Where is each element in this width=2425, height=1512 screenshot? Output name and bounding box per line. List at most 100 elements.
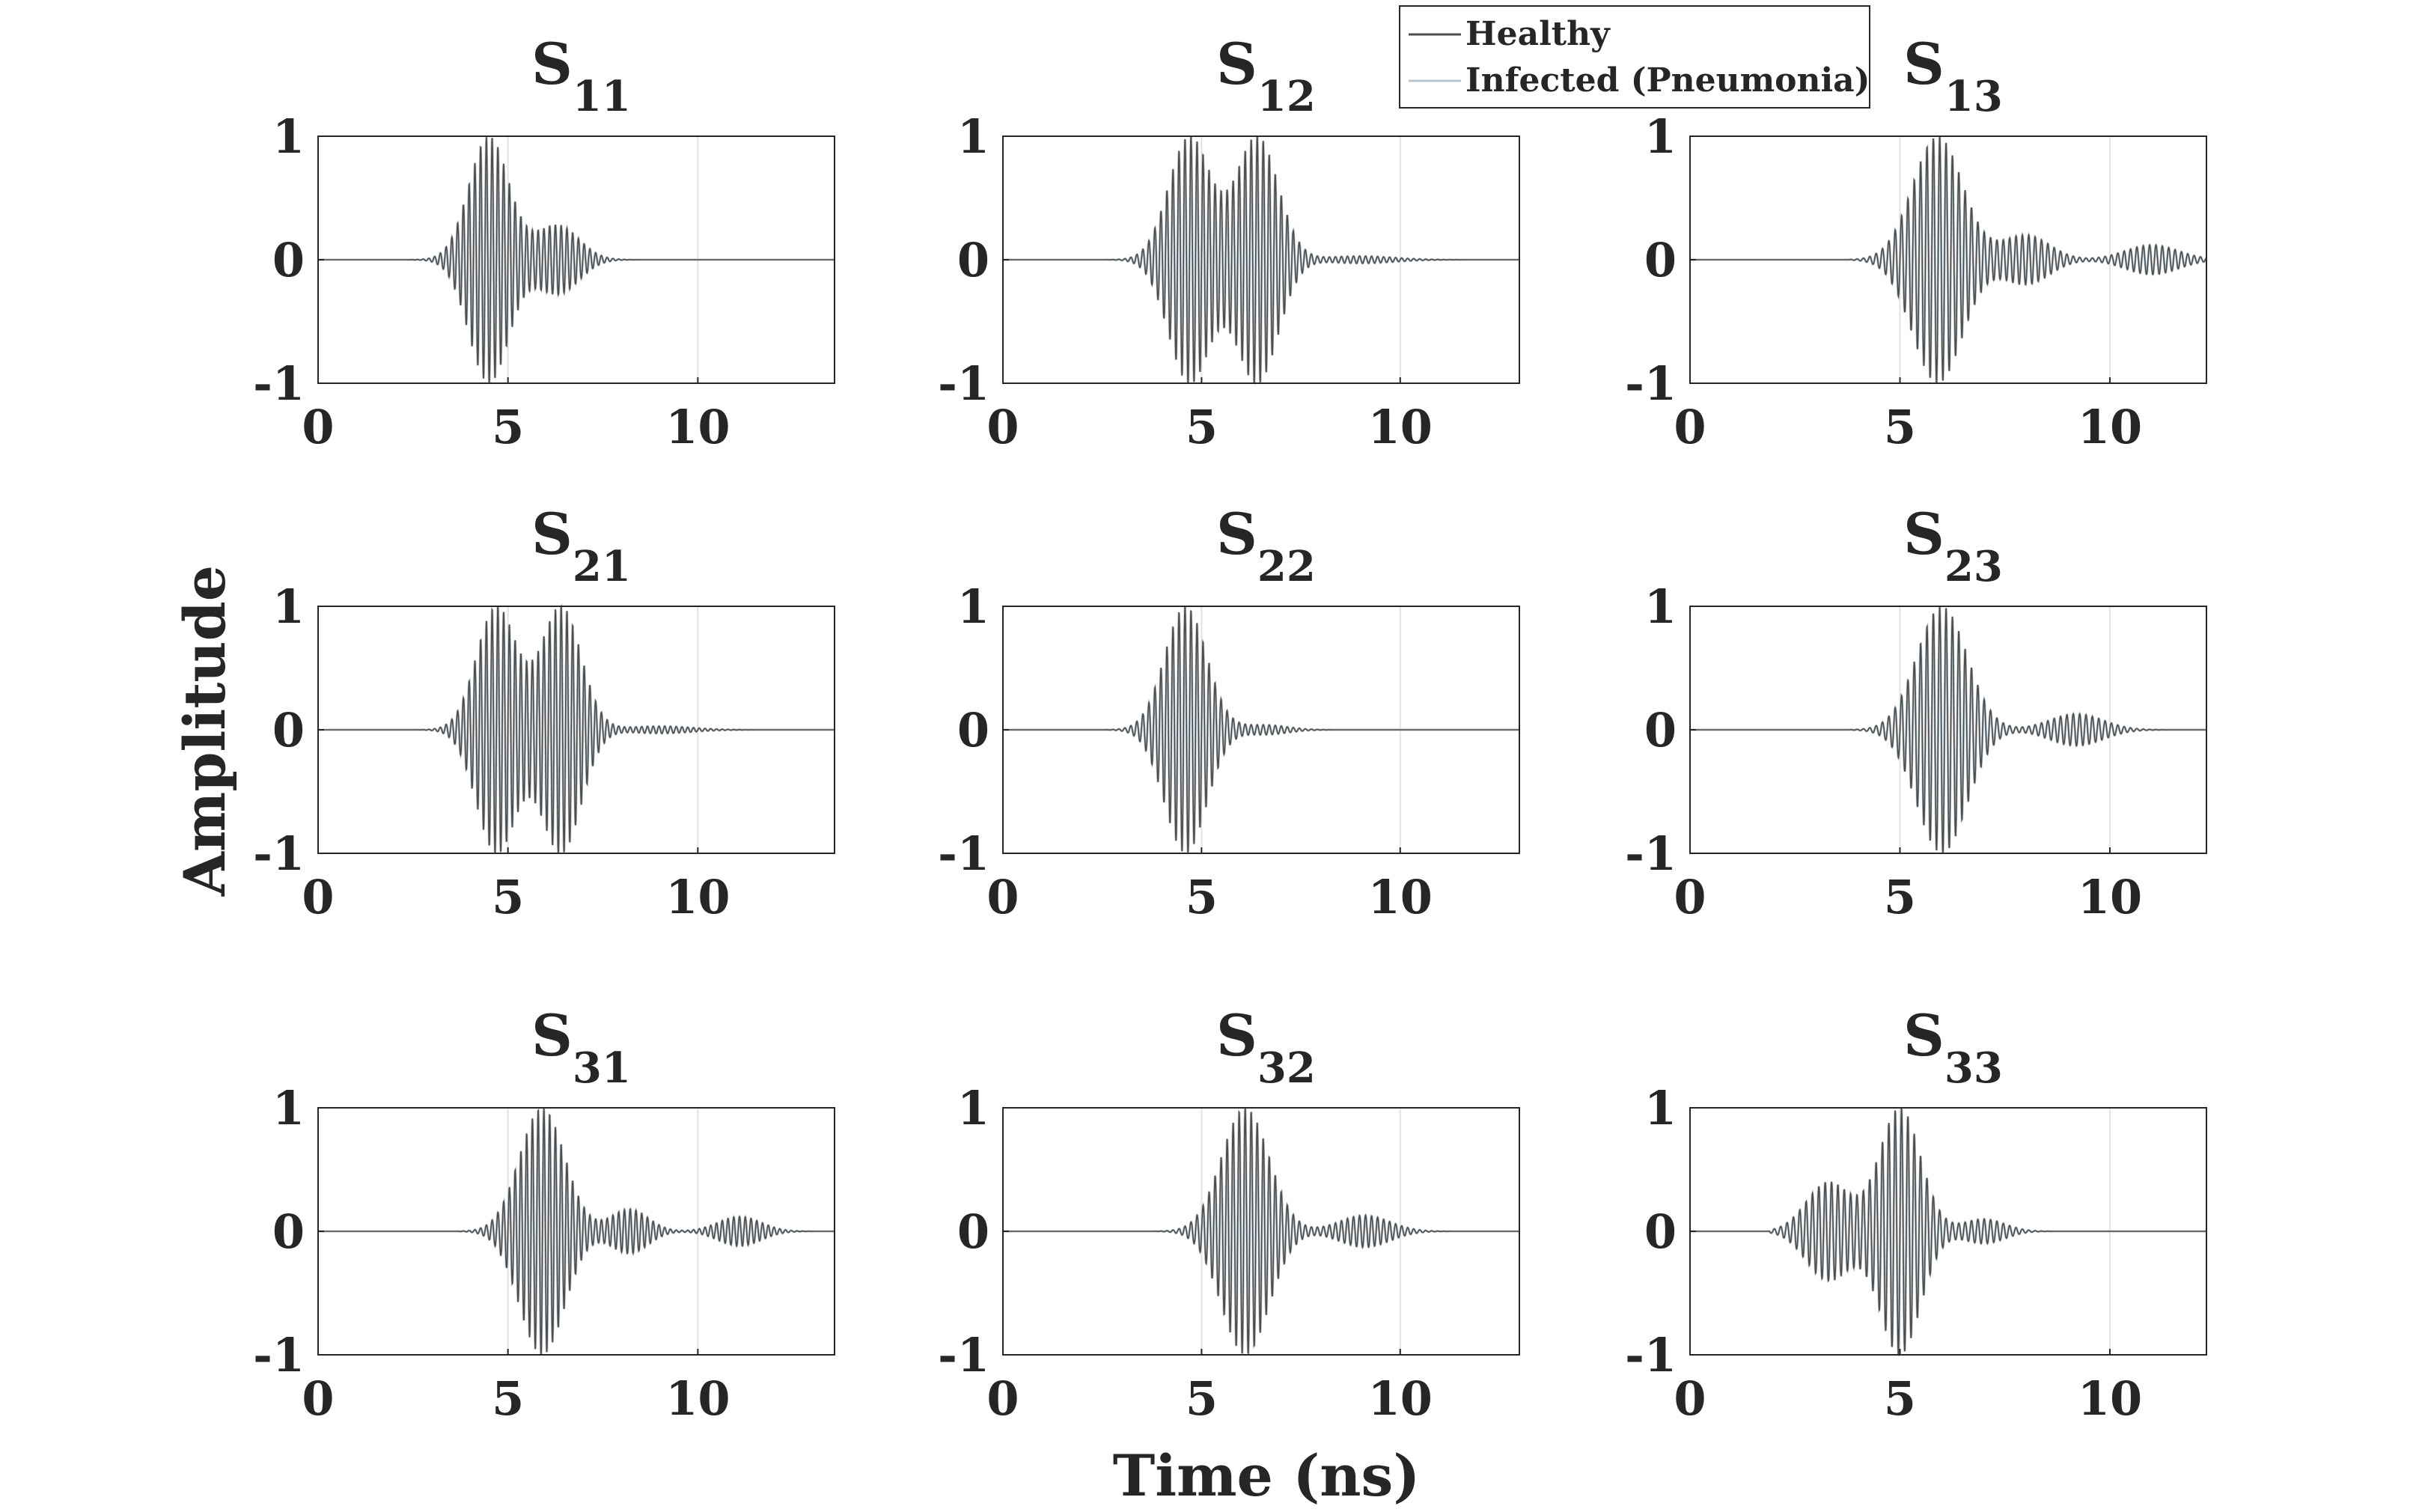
y-tick-label: 1 <box>1644 1081 1677 1135</box>
y-tick-label: -1 <box>938 356 989 411</box>
subplot-title: S21 <box>531 501 631 591</box>
y-tick-label: 1 <box>272 1081 305 1135</box>
y-tick-label: 0 <box>1644 233 1677 287</box>
y-tick-label: 0 <box>1644 703 1677 757</box>
subplot-title-main: S <box>1903 31 1944 97</box>
subplot-title-main: S <box>1903 1002 1944 1069</box>
x-tick-label: 10 <box>2078 400 2142 454</box>
subplot-title-sub: 11 <box>573 72 631 121</box>
series-line-healthy <box>1690 136 2207 383</box>
y-tick-label: 1 <box>1644 109 1677 164</box>
subplot-title-main: S <box>531 31 573 97</box>
x-tick-label: 5 <box>1186 870 1218 924</box>
x-tick-label: 5 <box>492 1371 524 1426</box>
subplot-title: S13 <box>1903 31 2003 121</box>
y-tick-label: -1 <box>938 826 989 881</box>
subplot-title-main: S <box>1216 1002 1257 1069</box>
y-tick-label: -1 <box>253 826 305 881</box>
x-tick-label: 5 <box>1884 400 1916 454</box>
y-tick-label: -1 <box>1625 1328 1677 1383</box>
subplot-title-sub: 33 <box>1944 1043 2003 1093</box>
series-line-healthy <box>1690 1108 2206 1356</box>
subplot-title: S32 <box>1216 1002 1316 1093</box>
x-tick-label: 10 <box>665 1371 730 1426</box>
subplot-title: S23 <box>1903 501 2003 591</box>
subplot-title-sub: 21 <box>573 542 631 591</box>
x-tick-label: 0 <box>302 870 334 924</box>
series-line-healthy <box>1690 606 2206 853</box>
subplot-title: S22 <box>1216 501 1316 591</box>
x-axis-label: Time (ns) <box>1113 1442 1421 1509</box>
x-tick-label: 5 <box>492 870 524 924</box>
x-tick-label: 0 <box>1674 400 1706 454</box>
x-tick-label: 0 <box>302 1371 334 1426</box>
subplot-title-main: S <box>1216 31 1257 97</box>
subplot-title-main: S <box>1903 501 1944 567</box>
series-line-healthy <box>1003 606 1519 854</box>
x-tick-label: 0 <box>302 400 334 454</box>
y-tick-label: 0 <box>272 233 305 287</box>
x-tick-label: 5 <box>492 400 524 454</box>
series-line-healthy <box>318 604 835 853</box>
y-tick-label: -1 <box>253 1328 305 1383</box>
y-tick-label: -1 <box>1625 826 1677 881</box>
x-tick-label: 5 <box>1884 870 1916 924</box>
y-tick-label: 0 <box>957 233 989 287</box>
y-tick-label: 0 <box>272 1204 305 1259</box>
y-tick-label: 1 <box>1644 579 1677 634</box>
x-tick-label: 0 <box>1674 870 1706 924</box>
x-tick-label: 0 <box>986 400 1019 454</box>
y-tick-label: 0 <box>957 703 989 757</box>
y-tick-label: 0 <box>1644 1204 1677 1259</box>
subplot-title-sub: 22 <box>1257 542 1316 591</box>
y-tick-label: 1 <box>957 1081 989 1135</box>
x-tick-label: 10 <box>2078 1371 2142 1426</box>
subplot-title-sub: 13 <box>1944 72 2003 121</box>
legend: Healthy Infected (Pneumonia) <box>1399 5 1870 109</box>
x-tick-label: 10 <box>2078 870 2142 924</box>
subplot-title-main: S <box>531 1002 573 1069</box>
y-tick-label: -1 <box>253 356 305 411</box>
y-tick-label: 1 <box>272 579 305 634</box>
y-tick-label: 1 <box>272 109 305 164</box>
y-tick-label: 1 <box>957 109 989 164</box>
legend-box <box>1399 5 1870 109</box>
subplot-title-sub: 23 <box>1944 542 2003 591</box>
y-tick-label: -1 <box>1625 356 1677 411</box>
subplot-title: S33 <box>1903 1002 2003 1093</box>
x-tick-label: 10 <box>665 870 730 924</box>
x-tick-label: 10 <box>1368 400 1433 454</box>
subplot-title: S12 <box>1216 31 1316 121</box>
x-tick-label: 0 <box>1674 1371 1706 1426</box>
subplot-title-sub: 31 <box>573 1043 631 1093</box>
x-tick-label: 10 <box>665 400 730 454</box>
x-tick-label: 10 <box>1368 870 1433 924</box>
subplot-title-sub: 12 <box>1257 72 1316 121</box>
y-tick-label: 0 <box>272 703 305 757</box>
x-tick-label: 10 <box>1368 1371 1433 1426</box>
y-tick-label: 0 <box>957 1204 989 1259</box>
series-line-healthy <box>1003 1107 1519 1354</box>
series-line-healthy <box>1003 135 1519 385</box>
subplot-title: S11 <box>531 31 631 121</box>
x-tick-label: 5 <box>1884 1371 1916 1426</box>
subplot-title-main: S <box>1216 501 1257 567</box>
x-tick-label: 5 <box>1186 1371 1218 1426</box>
subplot-title: S31 <box>531 1002 631 1093</box>
legend-label-infected: Infected (Pneumonia) <box>1465 61 1870 100</box>
x-tick-label: 5 <box>1186 400 1218 454</box>
series-line-healthy <box>318 1108 835 1355</box>
series-line-healthy <box>318 137 835 384</box>
legend-label-healthy: Healthy <box>1465 15 1611 53</box>
